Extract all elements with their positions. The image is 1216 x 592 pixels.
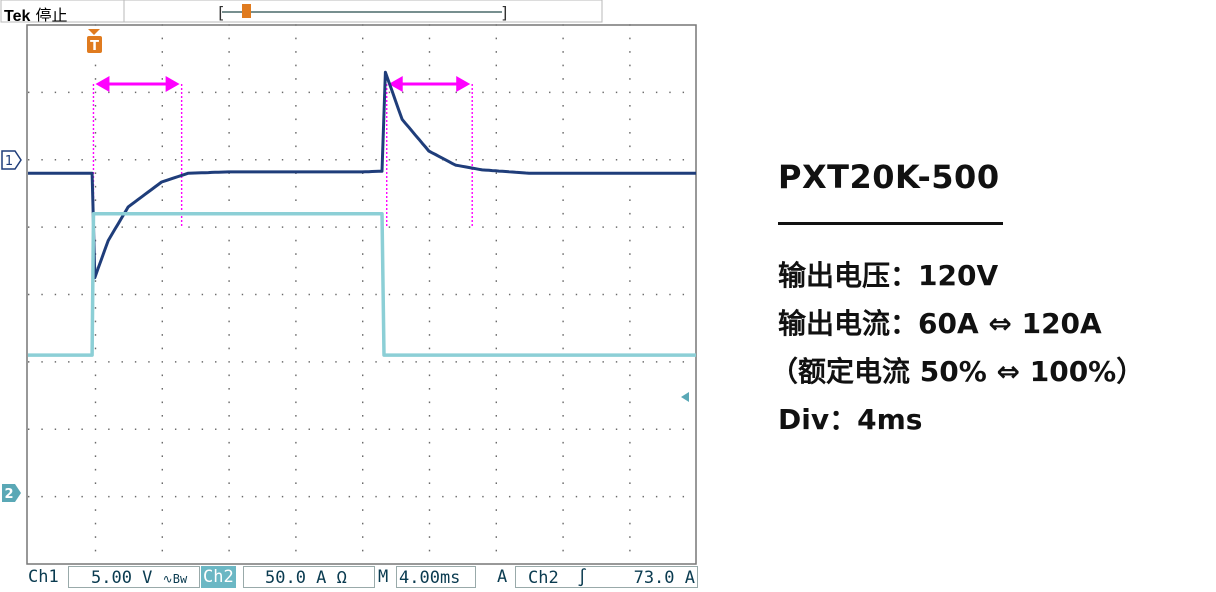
trigger-level-marker [681,392,689,402]
top-frame-left [0,0,125,23]
spec-output-current: 输出电流：60A ⇔ 120A [778,307,1102,340]
ch2-scale-readout: 50.0 A Ω [243,566,375,588]
ch2-ground-marker: 2 [2,484,21,502]
arrowhead-right-icon [165,76,180,92]
plot-frame [26,24,697,565]
trace-layer [28,70,696,357]
brand-status: Tek 停止 [4,2,68,26]
top-frame-right [123,0,603,23]
cursor-pair-1 [92,76,183,228]
trigger-prefix: A [497,567,508,587]
grid-dots [28,24,685,552]
spec-time-div: Div：4ms [778,403,923,436]
rising-edge-icon: ∫ [576,568,588,588]
record-bracket-left: [ [216,3,226,22]
spec-rated-current: （额定电流 50% ⇔ 100%） [770,355,1145,388]
trigger-level: 73.0 A [633,568,695,588]
arrowhead-left-icon [95,76,110,92]
timebase-prefix: M [378,567,389,587]
svg-text:T: T [90,39,99,54]
ch2-label: Ch2 [201,566,236,588]
bandwidth-limit-icon: ∿Bw [162,572,188,586]
scope-status-bar: Ch1 5.00 V ∿Bw Ch2 50.0 A Ω M 4.00ms A C… [0,566,700,590]
trigger-readout: Ch2 ∫ 73.0 A [515,566,698,588]
ch1-ground-marker: 1 [1,150,22,170]
spec-panel: PXT20K-500 输出电压：120V 输出电流：60A ⇔ 120A （额定… [770,158,1208,436]
brand-logo: Tek [4,8,31,25]
timebase-readout: 4.00ms [396,566,476,588]
graticule [28,24,685,552]
ch1-scale-readout: 5.00 V ∿Bw [68,566,200,588]
waveform-plot: [ ] T 1 2 [0,0,697,565]
ch1-label: Ch1 [28,567,59,587]
svg-text:1: 1 [5,154,13,169]
run-status: 停止 [35,6,68,25]
title-underline [778,222,1003,225]
record-bracket-right: ] [500,3,510,22]
trigger-position-marker: T [87,29,102,54]
cursor-pair-2 [386,76,473,228]
record-trigger-marker [242,4,251,18]
oscilloscope-screen: Tek 停止 [ ] T 1 2 Ch1 5.0 [0,0,700,590]
spec-output-voltage: 输出电压：120V [778,259,999,292]
cursor-layer [92,76,473,228]
model-name: PXT20K-500 [778,158,1000,196]
arrowhead-left-icon [388,76,403,92]
arrowhead-right-icon [456,76,471,92]
scope-top-bar: Tek 停止 [0,0,700,26]
ch2-trace [28,211,696,357]
ch1-trace [28,70,696,280]
trigger-source: Ch2 [528,568,559,588]
svg-text:2: 2 [4,487,13,502]
